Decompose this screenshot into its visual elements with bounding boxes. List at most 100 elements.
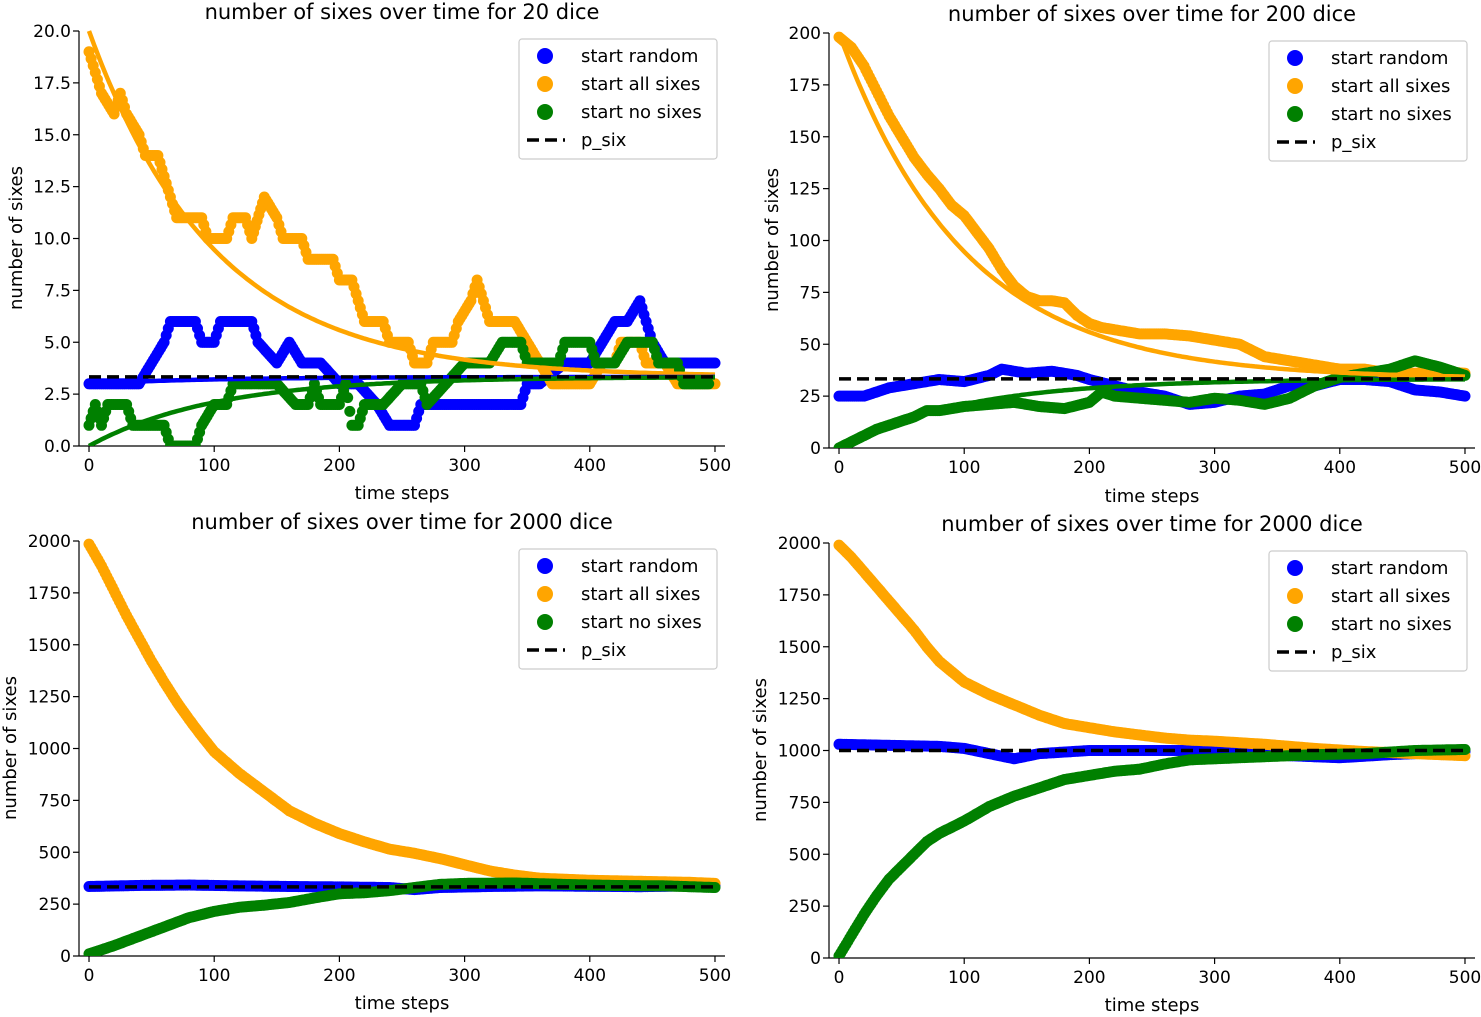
x-tick-label: 300 (1198, 968, 1230, 988)
legend-label: start no sixes (581, 612, 702, 633)
y-tick-label: 1000 (28, 740, 71, 760)
data-point (344, 405, 356, 417)
legend-label: start random (1331, 558, 1448, 579)
fit-curve (836, 32, 1466, 379)
y-axis-label: number of sixes (0, 676, 21, 820)
y-tick-label: 175 (789, 76, 821, 96)
y-tick-label: 1500 (28, 636, 71, 656)
legend-marker (1287, 616, 1303, 632)
x-axis-label: time steps (355, 993, 450, 1014)
legend-label: start no sixes (1331, 104, 1452, 125)
legend-marker (537, 586, 553, 602)
legend-label: p_six (581, 130, 627, 151)
y-tick-label: 1750 (778, 586, 821, 606)
data-point (709, 357, 721, 369)
y-tick-label: 0.0 (44, 437, 71, 457)
legend-box (518, 38, 718, 160)
y-tick-label: 25 (799, 387, 821, 407)
legend-box (1268, 40, 1468, 162)
x-tick-label: 400 (574, 456, 606, 476)
legend-marker (537, 614, 553, 630)
legend-box (518, 548, 718, 670)
y-tick-label: 17.5 (33, 74, 71, 94)
legend-label: start random (1331, 48, 1448, 69)
x-tick-label: 400 (1324, 968, 1356, 988)
legend-label: start no sixes (1331, 614, 1452, 635)
y-tick-label: 50 (799, 335, 821, 355)
legend-marker (1287, 106, 1303, 122)
x-tick-label: 300 (1198, 458, 1230, 478)
legend-label: p_six (1331, 642, 1377, 663)
y-tick-label: 100 (789, 232, 821, 252)
x-tick-label: 200 (323, 966, 355, 986)
y-tick-label: 250 (39, 895, 71, 915)
x-axis-label: time steps (1105, 486, 1200, 507)
x-tick-label: 100 (948, 458, 980, 478)
y-tick-label: 2000 (28, 532, 71, 552)
x-tick-label: 100 (198, 456, 230, 476)
y-tick-label: 20.0 (33, 22, 71, 42)
y-axis-label: number of sixes (762, 168, 783, 312)
y-tick-label: 15.0 (33, 126, 71, 146)
y-axis-label: number of sixes (750, 678, 771, 822)
legend-label: p_six (581, 640, 627, 661)
legend-marker (1287, 78, 1303, 94)
x-tick-label: 300 (448, 456, 480, 476)
y-tick-label: 200 (789, 24, 821, 44)
y-tick-label: 0 (810, 949, 821, 969)
x-tick-label: 100 (948, 968, 980, 988)
legend: start random start all sixes start no sixe… (518, 38, 718, 160)
data-point (342, 392, 354, 404)
x-tick-label: 500 (1449, 458, 1481, 478)
data-point (709, 882, 721, 893)
y-tick-label: 75 (799, 283, 821, 303)
chart-title: number of sixes over time for 2000 dice (941, 512, 1363, 536)
legend-marker (537, 76, 553, 92)
x-tick-label: 0 (834, 968, 845, 988)
y-tick-label: 2.5 (44, 385, 71, 405)
y-tick-label: 125 (789, 180, 821, 200)
chart-panel-2: number of sixes over time for 200 dice ti… (762, 2, 1481, 507)
x-tick-label: 0 (834, 458, 845, 478)
y-tick-label: 0 (60, 947, 71, 967)
y-tick-label: 10.0 (33, 230, 71, 250)
chart-panel-4: number of sixes over time for 2000 dice t… (750, 512, 1481, 1016)
y-tick-label: 500 (39, 843, 71, 863)
y-tick-label: 5.0 (44, 333, 71, 353)
x-tick-label: 500 (1449, 968, 1481, 988)
chart-title: number of sixes over time for 20 dice (205, 0, 600, 24)
y-tick-label: 750 (39, 791, 71, 811)
x-axis-label: time steps (1105, 995, 1200, 1016)
y-tick-label: 750 (789, 793, 821, 813)
fit-curve (837, 377, 1465, 448)
x-tick-label: 0 (84, 966, 95, 986)
y-tick-label: 250 (789, 897, 821, 917)
legend-marker (537, 48, 553, 64)
fit-curve (86, 30, 716, 377)
y-tick-label: 7.5 (44, 281, 71, 301)
legend: start random start all sixes start no sixe… (518, 548, 718, 670)
y-tick-label: 500 (789, 845, 821, 865)
x-tick-label: 200 (1073, 458, 1105, 478)
series-start-no-sixes (833, 744, 1471, 958)
legend-label: start random (581, 46, 698, 67)
data-point (1459, 390, 1471, 402)
legend-marker (1287, 560, 1303, 576)
x-tick-label: 200 (1073, 968, 1105, 988)
legend-box (1268, 550, 1468, 672)
legend-label: start all sixes (1331, 586, 1450, 607)
chart-panel-1: number of sixes over time for 20 dice tim… (6, 0, 731, 504)
x-axis-label: time steps (355, 483, 450, 504)
legend-label: start all sixes (581, 74, 700, 95)
y-tick-label: 1250 (28, 688, 71, 708)
x-tick-label: 200 (323, 456, 355, 476)
chart-title: number of sixes over time for 2000 dice (191, 510, 613, 534)
legend-label: start random (581, 556, 698, 577)
legend-label: start no sixes (581, 102, 702, 123)
y-tick-label: 1250 (778, 690, 821, 710)
legend-marker (1287, 50, 1303, 66)
series-start-no-sixes (833, 355, 1471, 448)
y-tick-label: 2000 (778, 534, 821, 554)
legend-marker (537, 558, 553, 574)
